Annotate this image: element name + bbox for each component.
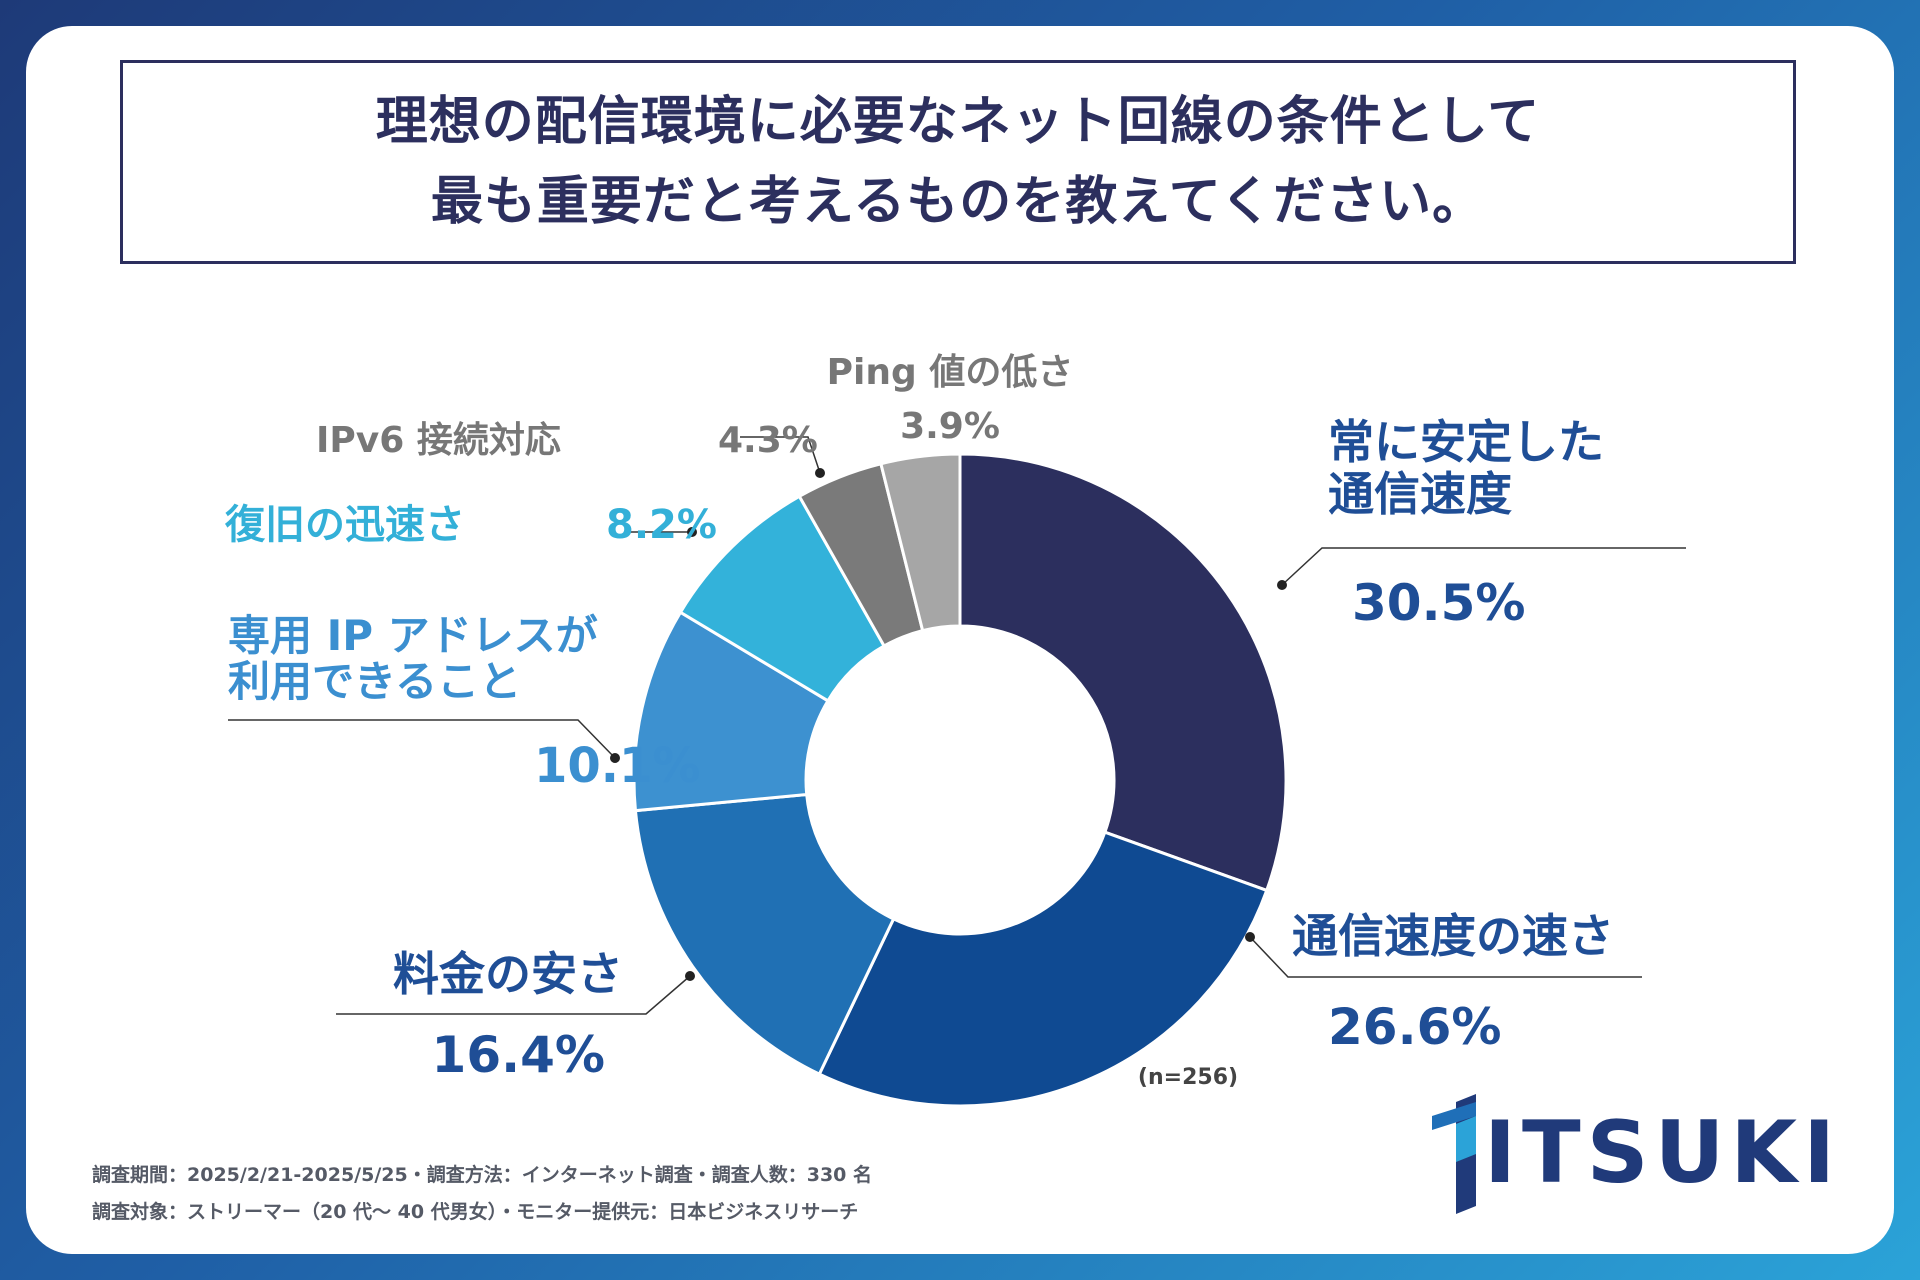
logo-mark-icon [1432, 1094, 1476, 1214]
slice-6 [879, 452, 962, 633]
slice-label-0-1: 通信速度 [1328, 467, 1512, 521]
slice-value-2: 16.4% [432, 1026, 605, 1084]
slice-label-1-0: 通信速度の速さ [1292, 909, 1614, 963]
slice-value-5: 4.3% [718, 420, 818, 461]
leader-line-0 [1281, 547, 1686, 586]
survey-period-note: 調査期間：2025/2/21-2025/5/25・調査方法：インターネット調査・… [92, 1164, 873, 1186]
slice-label-2-0: 料金の安さ [393, 947, 623, 1001]
slice-label-5-0: IPv6 接続対応 [316, 420, 561, 461]
leader-line-3 [228, 719, 616, 759]
slice-label-0-0: 常に安定した [1328, 415, 1604, 469]
itsuki-logo: ITSUKI [1418, 1094, 1835, 1214]
slice-value-6: 3.9% [900, 406, 1000, 447]
slice-0 [958, 452, 1288, 893]
survey-target-note: 調査対象：ストリーマー（20 代〜 40 代男女）・モニター提供元：日本ビジネス… [92, 1201, 859, 1223]
title-box: 理想の配信環境に必要なネット回線の条件として 最も重要だと考えるものを教えてくだ… [120, 60, 1796, 264]
leader-dot-4 [687, 527, 697, 537]
slice-label-6-0: Ping 値の低さ [827, 352, 1074, 393]
leader-dot-0 [1277, 580, 1287, 590]
slice-2 [633, 792, 896, 1077]
slice-label-4-0: 復旧の迅速さ [224, 502, 465, 548]
leader-dot-1 [1245, 932, 1255, 942]
leader-line-5 [740, 436, 821, 474]
title-line-2: 最も重要だと考えるものを教えてください。 [430, 172, 1486, 232]
slice-label-3-1: 利用できること [228, 657, 521, 706]
title-line-1: 理想の配信環境に必要なネット回線の条件として [375, 92, 1541, 152]
leader-dot-2 [685, 971, 695, 981]
leader-line-1 [1249, 936, 1642, 978]
slice-value-0: 30.5% [1352, 574, 1525, 632]
leader-dot-3 [610, 753, 620, 763]
slice-label-3-0: 専用 IP アドレスが [228, 611, 598, 660]
slice-1 [817, 830, 1269, 1108]
logo-text: ITSUKI [1484, 1103, 1842, 1203]
slice-value-3: 10.1% [534, 738, 701, 794]
leader-dot-5 [815, 468, 825, 478]
slice-value-1: 26.6% [1328, 998, 1501, 1056]
slice-value-4: 8.2% [606, 502, 717, 548]
leader-line-2 [336, 975, 691, 1015]
sample-size-note: (n=256) [1138, 1065, 1238, 1090]
